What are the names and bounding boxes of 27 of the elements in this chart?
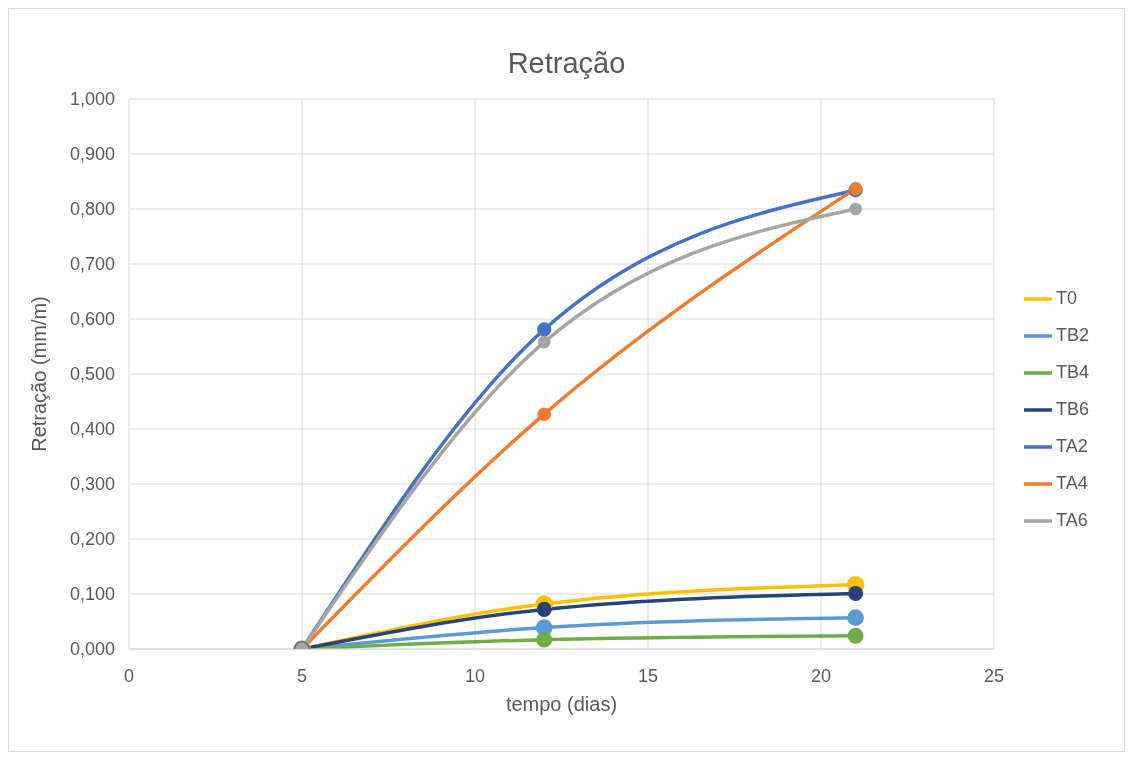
- y-tick-label: 1,000: [69, 89, 115, 110]
- y-tick-label: 0,200: [69, 529, 115, 550]
- chart-title: Retração: [506, 46, 627, 79]
- x-tick-label: 0: [123, 665, 135, 686]
- y-tick-label: 0,600: [69, 309, 115, 330]
- legend-label: TB4: [1055, 361, 1089, 382]
- x-tick-label: 15: [637, 665, 659, 686]
- y-tick-label: 0,900: [69, 144, 115, 165]
- x-axis-title: tempo (dias): [505, 693, 618, 715]
- y-tick-label: 0,700: [69, 254, 115, 275]
- legend-label: TA2: [1055, 435, 1088, 456]
- y-tick-label: 0,500: [69, 364, 115, 385]
- legend-label: TA6: [1055, 509, 1088, 530]
- legend-label: TA4: [1055, 472, 1088, 493]
- y-tick-label: 0,300: [69, 474, 115, 495]
- legend-label: T0: [1055, 287, 1077, 308]
- y-tick-label: 0,800: [69, 199, 115, 220]
- legend-label: TB2: [1055, 324, 1089, 345]
- y-tick-label: 0,100: [69, 584, 115, 605]
- x-tick-label: 10: [464, 665, 486, 686]
- x-tick-label: 20: [810, 665, 831, 686]
- x-tick-label: 5: [296, 665, 307, 686]
- y-tick-label: 0,000: [69, 639, 115, 660]
- x-tick-label: 25: [983, 665, 1004, 686]
- legend-label: TB6: [1055, 398, 1089, 419]
- y-axis-title: Retração (mm/m): [28, 296, 51, 452]
- y-tick-label: 0,400: [69, 419, 115, 440]
